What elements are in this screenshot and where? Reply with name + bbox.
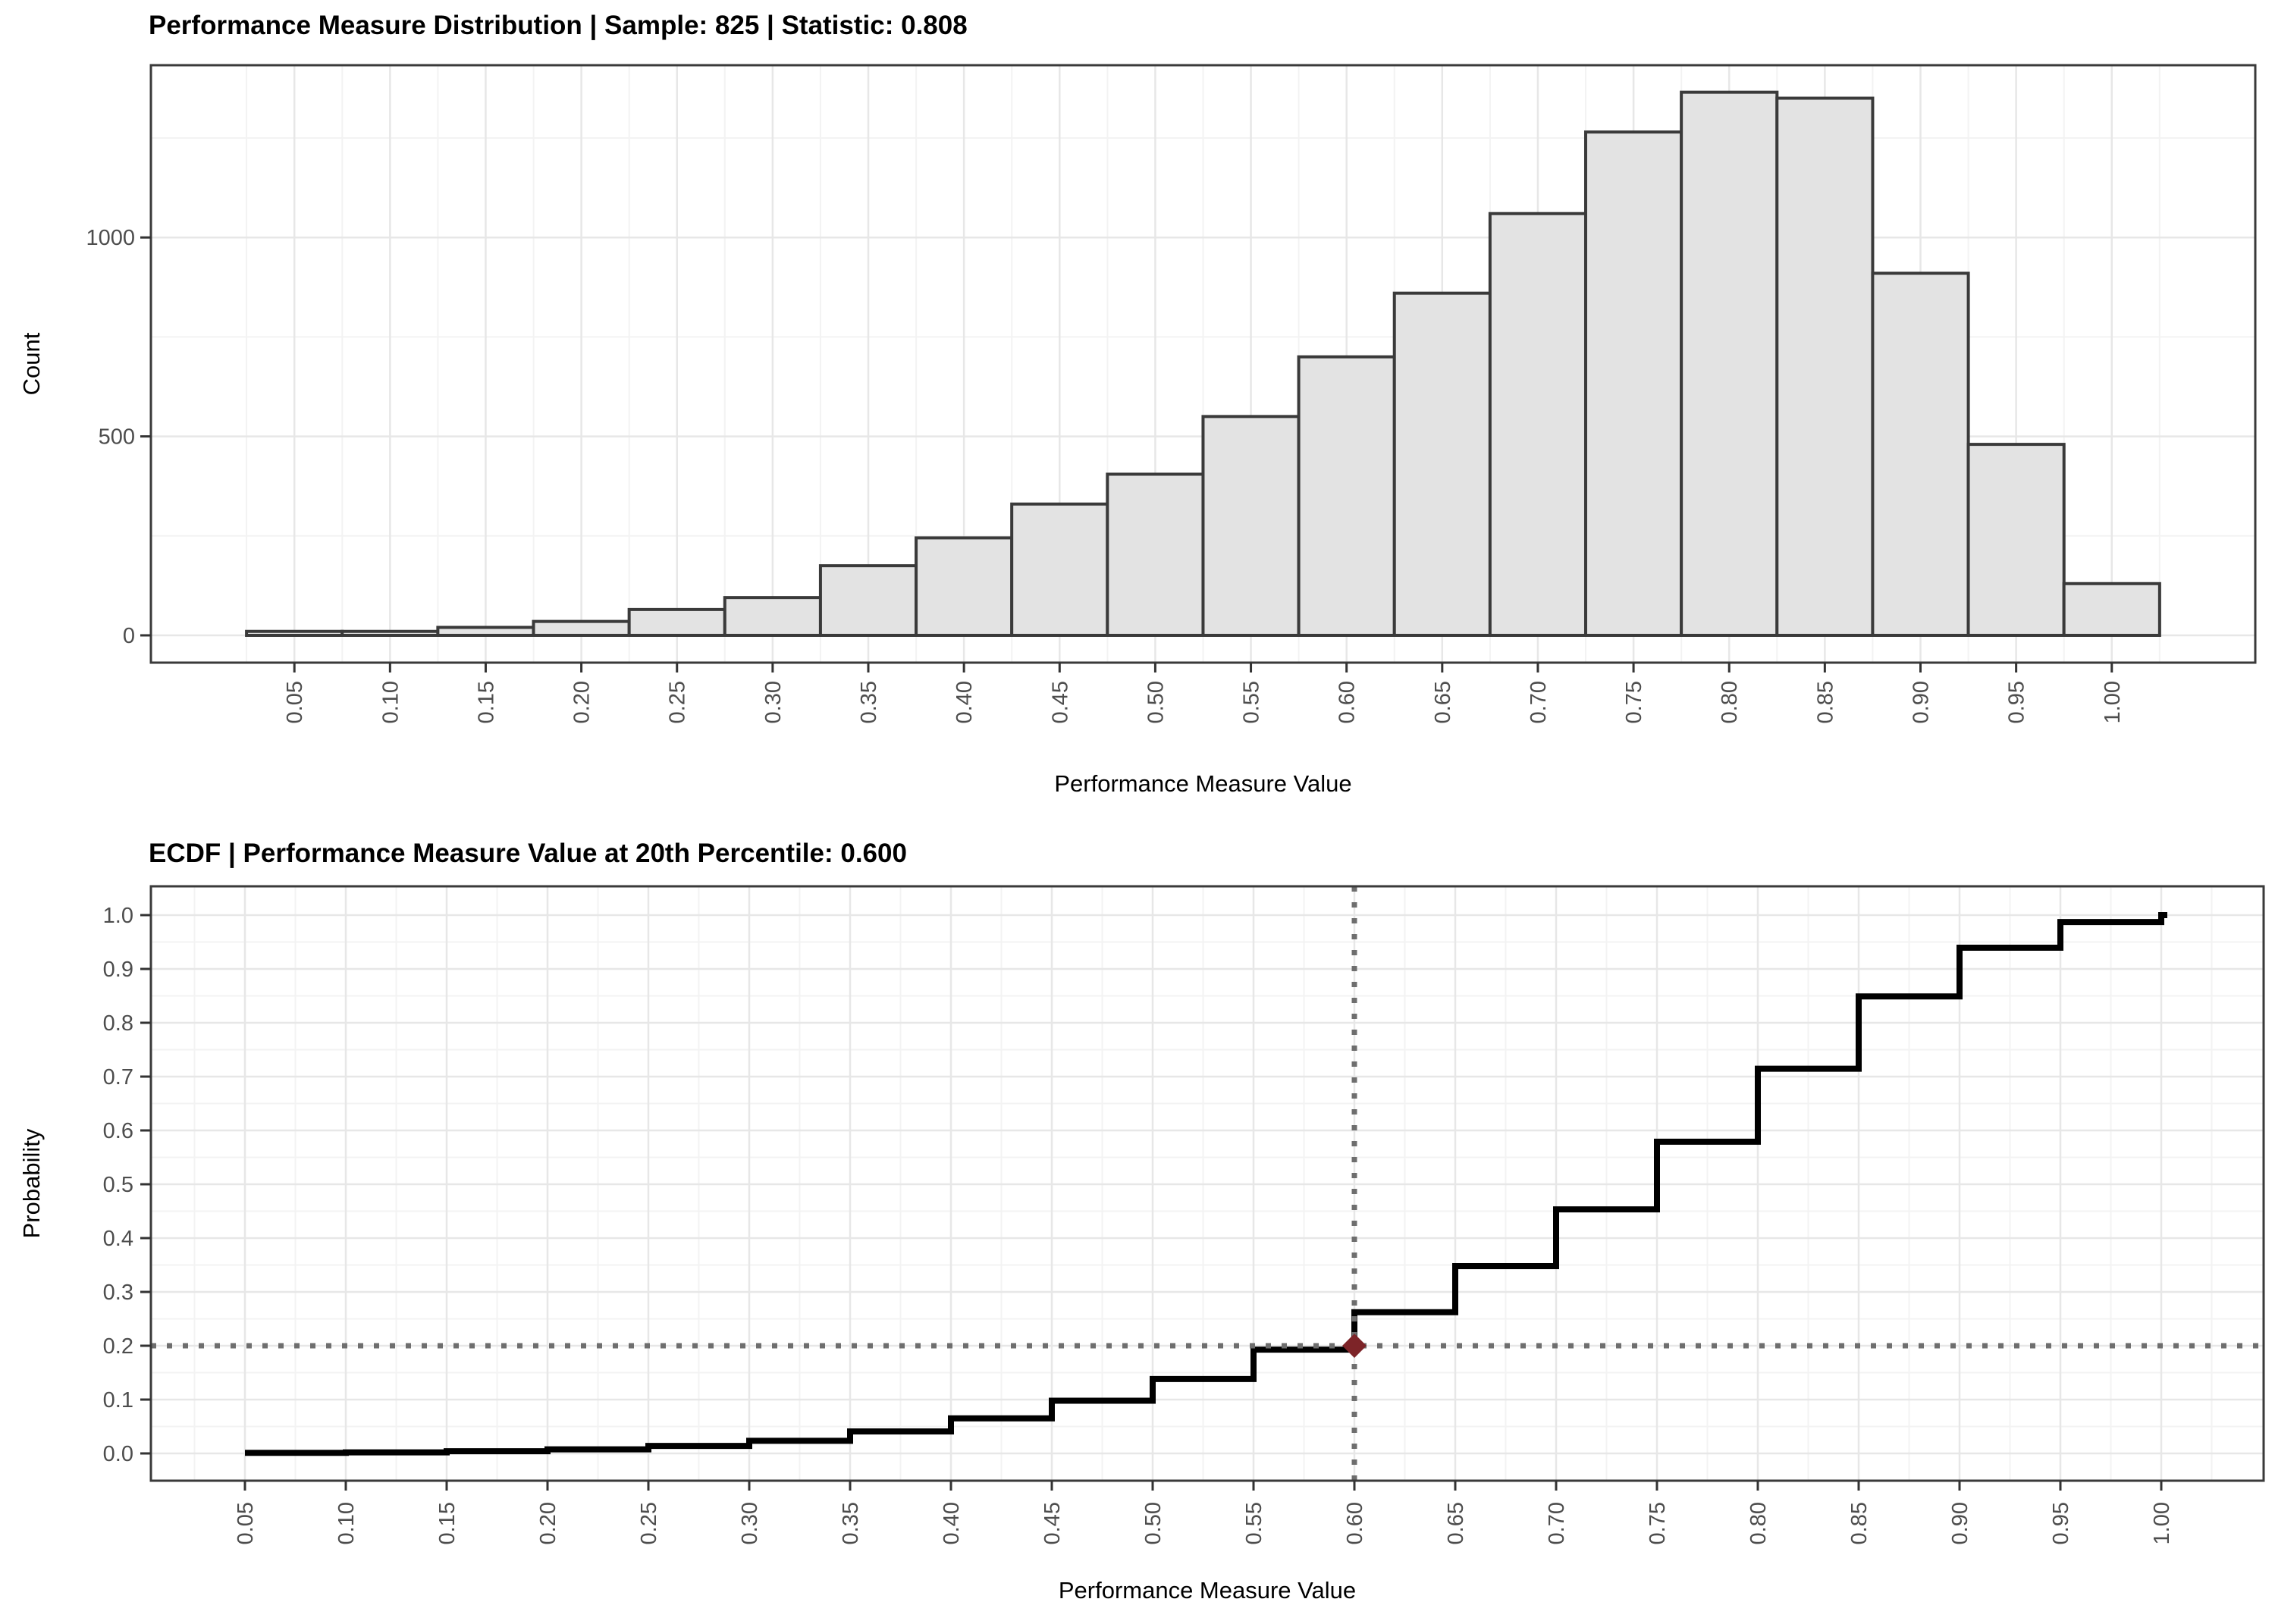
- x-tick-label: 0.80: [1746, 1502, 1771, 1544]
- x-tick-label: 0.65: [1431, 681, 1455, 723]
- x-tick-label: 0.50: [1141, 1502, 1166, 1544]
- y-tick-label: 0.0: [103, 1442, 133, 1466]
- x-tick-label: 0.05: [234, 1502, 258, 1544]
- x-tick-label: 0.25: [666, 681, 690, 723]
- x-tick-label: 0.15: [435, 1502, 460, 1544]
- x-tick-label: 1.00: [2101, 681, 2125, 723]
- x-tick-label: 0.60: [1335, 681, 1360, 723]
- histogram-title: Performance Measure Distribution | Sampl…: [149, 11, 968, 40]
- histogram-bar: [1392, 291, 1492, 637]
- x-tick-label: 0.70: [1527, 681, 1551, 723]
- histogram-bar: [915, 536, 1014, 638]
- y-tick-label: 0.6: [103, 1119, 133, 1143]
- ecdf-y-axis-title: Probability: [18, 1128, 45, 1239]
- y-tick-label: 0.3: [103, 1281, 133, 1305]
- y-tick-label: 0: [123, 624, 135, 648]
- y-tick-label: 0.5: [103, 1173, 133, 1197]
- x-tick-label: 0.15: [474, 681, 498, 723]
- y-tick-label: 0.8: [103, 1011, 133, 1036]
- histogram-bar: [723, 596, 822, 637]
- histogram-bar: [1871, 271, 1970, 637]
- x-tick-label: 0.85: [1813, 681, 1837, 723]
- x-tick-label: 0.40: [952, 681, 977, 723]
- x-tick-label: 0.85: [1847, 1502, 1872, 1544]
- x-tick-label: 0.10: [378, 681, 403, 723]
- ecdf-title: ECDF | Performance Measure Value at 20th…: [149, 839, 907, 868]
- histogram-bar: [436, 625, 535, 638]
- histogram-bar: [1297, 355, 1396, 637]
- x-tick-label: 0.40: [940, 1502, 964, 1544]
- y-tick-label: 0.1: [103, 1388, 133, 1412]
- histogram-bar: [245, 629, 344, 638]
- x-tick-label: 0.75: [1646, 1502, 1670, 1544]
- x-tick-label: 0.75: [1622, 681, 1646, 723]
- ecdf-x-axis-title: Performance Measure Value: [1058, 1577, 1357, 1604]
- y-tick-label: 1.0: [103, 904, 133, 928]
- histogram-bar: [1966, 443, 2066, 638]
- ecdf-step-line: [245, 912, 2167, 1456]
- x-tick-label: 0.25: [637, 1502, 661, 1544]
- y-tick-label: 500: [99, 425, 135, 450]
- x-tick-label: 0.55: [1240, 681, 1264, 723]
- histogram-panel-border: [149, 64, 2257, 664]
- y-tick-label: 0.2: [103, 1334, 133, 1359]
- histogram-bar: [1680, 90, 1779, 637]
- histogram-bar: [532, 619, 631, 638]
- histogram-bar: [1488, 212, 1588, 638]
- x-tick-label: 0.30: [738, 1502, 762, 1544]
- x-tick-label: 0.95: [2049, 1502, 2073, 1544]
- histogram-bar: [2062, 582, 2161, 637]
- x-tick-label: 0.35: [839, 1502, 863, 1544]
- x-tick-label: 0.65: [1444, 1502, 1468, 1544]
- x-tick-label: 0.05: [283, 681, 307, 723]
- y-tick-label: 0.9: [103, 958, 133, 982]
- x-tick-label: 0.50: [1144, 681, 1168, 723]
- histogram-x-axis-title: Performance Measure Value: [1054, 770, 1352, 797]
- x-tick-label: 0.55: [1242, 1502, 1266, 1544]
- y-tick-label: 0.7: [103, 1065, 133, 1089]
- x-tick-label: 0.80: [1718, 681, 1742, 723]
- y-tick-label: 1000: [86, 226, 135, 250]
- histogram-bar: [1010, 502, 1109, 637]
- histogram-bar: [818, 564, 918, 637]
- x-tick-label: 0.60: [1343, 1502, 1367, 1544]
- percentile-point-diamond: [1342, 1334, 1367, 1358]
- histogram-bar: [1583, 130, 1684, 638]
- histogram-bar: [340, 629, 440, 638]
- x-tick-label: 0.45: [1048, 681, 1072, 723]
- histogram-bar: [1201, 415, 1301, 637]
- y-tick-label: 0.4: [103, 1227, 133, 1251]
- x-tick-label: 0.30: [761, 681, 786, 723]
- x-tick-label: 1.00: [2150, 1502, 2174, 1544]
- x-tick-label: 0.90: [1948, 1502, 1972, 1544]
- histogram-bar: [1106, 472, 1205, 637]
- x-tick-label: 0.20: [536, 1502, 560, 1544]
- x-tick-label: 0.35: [857, 681, 881, 723]
- x-tick-label: 0.95: [2005, 681, 2029, 723]
- x-tick-label: 0.90: [1909, 681, 1933, 723]
- histogram-y-axis-title: Count: [18, 332, 45, 396]
- histogram-bar: [627, 607, 726, 637]
- x-tick-label: 0.45: [1040, 1502, 1065, 1544]
- x-tick-label: 0.20: [570, 681, 595, 723]
- x-tick-label: 0.10: [334, 1502, 359, 1544]
- x-tick-label: 0.70: [1545, 1502, 1569, 1544]
- histogram-bar: [1775, 96, 1875, 637]
